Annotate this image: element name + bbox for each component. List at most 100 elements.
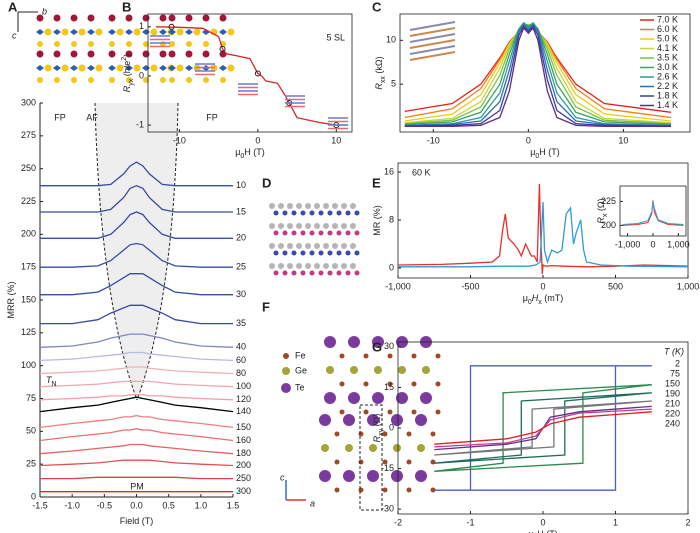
phase-label: FP [206, 112, 218, 122]
label-part: R [122, 85, 132, 92]
atom [391, 470, 403, 482]
atom [287, 243, 293, 249]
atom [203, 77, 209, 83]
atom [282, 230, 288, 236]
atom [291, 210, 297, 216]
atom [336, 210, 342, 216]
atom [372, 336, 384, 348]
atom [415, 470, 427, 482]
atom [334, 487, 340, 493]
x-tick-label: -0.5 [97, 500, 113, 510]
marker [254, 70, 261, 77]
inset-structure [409, 39, 456, 49]
tn-label: TN [46, 375, 57, 388]
series-line [39, 459, 234, 467]
atom [435, 381, 441, 387]
series-line [155, 26, 349, 126]
atom [332, 243, 338, 249]
atom [116, 28, 124, 36]
legend-label: 3.5 K [657, 52, 678, 62]
y-tick-label: 0 [31, 491, 36, 501]
x-tick-label: 2 [685, 517, 690, 527]
atom [336, 230, 342, 236]
atom [296, 223, 302, 229]
atom [354, 250, 360, 256]
atom [278, 203, 284, 209]
y-axis-label: MRR (%) [6, 282, 16, 319]
atom [323, 263, 329, 269]
atom [159, 50, 167, 58]
atom [296, 203, 302, 209]
atom [358, 459, 364, 465]
atom [36, 65, 44, 71]
atom [406, 459, 412, 465]
atom [406, 431, 412, 437]
crystal-structure [269, 203, 360, 276]
legend-label: 190 [665, 388, 680, 398]
atom [269, 223, 275, 229]
atom [169, 77, 175, 83]
atom [354, 230, 360, 236]
atom [95, 28, 103, 36]
atom [126, 41, 132, 47]
series-label: 35 [236, 318, 246, 328]
atom [300, 250, 306, 256]
y-tick-label: 0 [389, 262, 394, 272]
y-tick-label: 1 [139, 21, 144, 31]
inset-structure [409, 51, 456, 61]
atom [323, 223, 329, 229]
atom [305, 243, 311, 249]
y-tick-label: 175 [21, 262, 36, 272]
panel-label: A [8, 0, 18, 14]
legend-label: 220 [665, 408, 680, 418]
atom [159, 14, 167, 22]
atom [150, 28, 158, 36]
crystal-structure [319, 336, 441, 493]
label-part: xx [380, 76, 387, 84]
label-part: R [374, 83, 384, 90]
atom [185, 65, 193, 71]
atom [348, 392, 360, 404]
series-label: 140 [236, 406, 251, 416]
series-label: 30 [236, 289, 246, 299]
series-line [434, 384, 652, 472]
x-tick-label: -10 [173, 135, 186, 145]
atom [87, 14, 95, 22]
atom [44, 28, 52, 36]
atom [186, 77, 192, 83]
series-line [39, 380, 234, 388]
atom [133, 64, 141, 72]
label-part: H (T) [244, 147, 265, 157]
series-line [40, 476, 233, 480]
atom [374, 366, 382, 374]
atom [116, 64, 124, 72]
label-part: N [52, 381, 57, 388]
plot-frame [619, 185, 687, 237]
crystal-structure [36, 14, 235, 83]
atom [411, 353, 417, 359]
label-part: H (T) [537, 529, 558, 533]
atom [282, 270, 288, 276]
y-tick-label: 30 [384, 341, 394, 351]
atom [176, 64, 184, 72]
atom [334, 459, 340, 465]
atom [305, 203, 311, 209]
x-tick-label: 10 [331, 135, 341, 145]
series-label: 150 [236, 422, 251, 432]
atom [398, 366, 406, 374]
atom [321, 444, 329, 452]
y-tick-label: 225 [601, 196, 616, 206]
atom [305, 263, 311, 269]
atom [168, 29, 176, 35]
atom [358, 431, 364, 437]
atom [53, 29, 61, 35]
panel-label: F [262, 299, 270, 314]
atom [227, 28, 235, 36]
atom [341, 203, 347, 209]
atom [435, 409, 441, 415]
series-line [404, 23, 672, 124]
series-line [40, 184, 233, 213]
legend-label: 75 [670, 368, 680, 378]
legend-label: 2.2 K [657, 81, 678, 91]
y-tick-label: 25 [26, 459, 36, 469]
